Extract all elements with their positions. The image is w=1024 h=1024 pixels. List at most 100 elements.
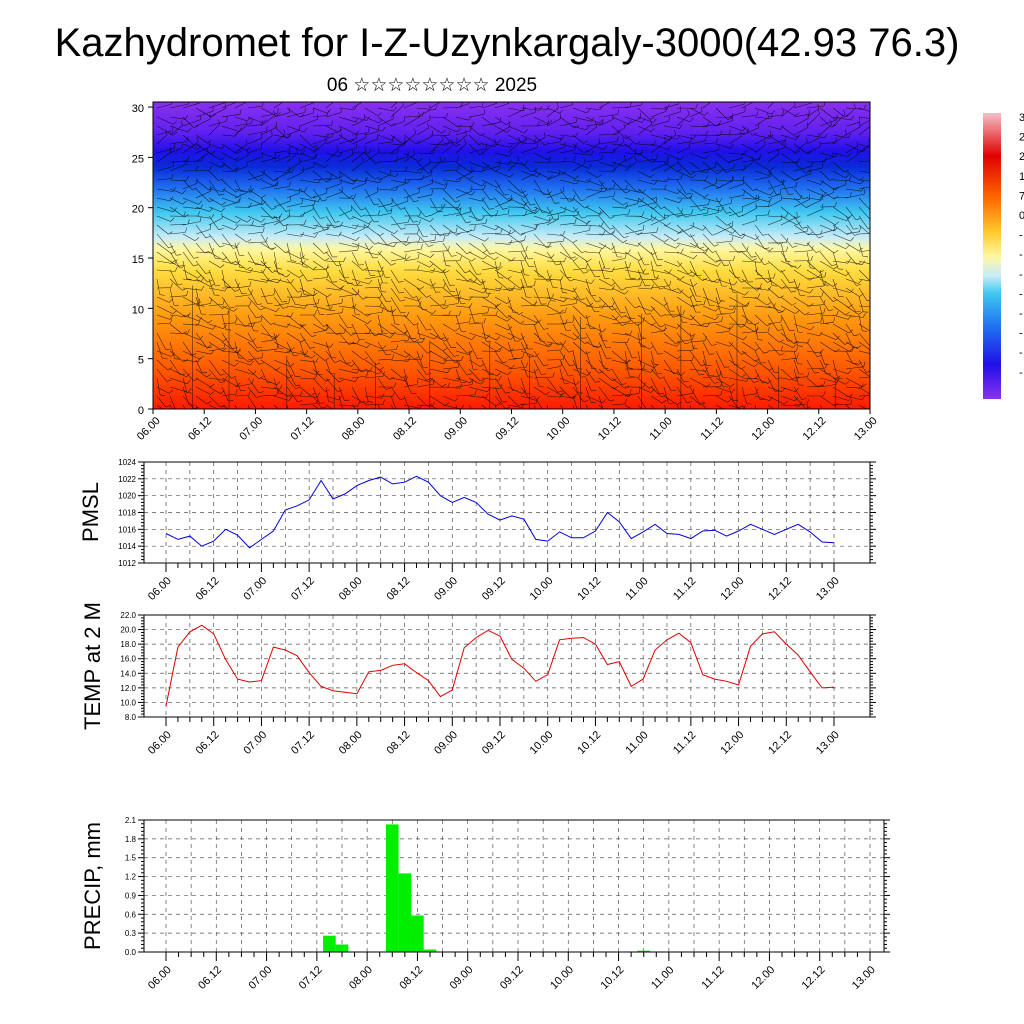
x-tick-label: 08.00 [340, 415, 368, 443]
temp-x-axis: 06.00 06.12 07.00 07.12 08.00 08.12 09.00 09.12… [146, 717, 842, 757]
y-tick-label: 12.0 [120, 684, 136, 693]
x-tick-label: 11.12 [671, 575, 698, 602]
x-tick-label: 08.12 [397, 964, 425, 992]
y-tick-label: 0.6 [125, 910, 137, 919]
temp-grid [144, 614, 870, 718]
x-tick-label: 11.00 [623, 575, 650, 602]
colorbar-labels: 3 2 2 1 7 0 - - - - - - - - [1019, 112, 1024, 379]
colorbar-label: 3 [1019, 112, 1024, 124]
y-tick-label: 1018 [118, 509, 136, 518]
precip-grid [144, 819, 884, 953]
x-tick-label: 10.12 [575, 729, 603, 757]
profile-y-axis: 0 5 10 15 20 25 30 [132, 103, 153, 417]
x-tick-label: 11.00 [647, 415, 674, 442]
colorbar-label: 0 [1019, 210, 1024, 222]
colorbar-label: - [1019, 230, 1023, 242]
x-tick-label: 12.12 [800, 964, 828, 992]
x-tick-label: 07.00 [237, 415, 265, 443]
x-tick-label: 07.12 [289, 729, 317, 757]
y-tick-label: 10.0 [120, 698, 136, 707]
y-tick-label: 0.0 [125, 948, 137, 957]
x-tick-label: 12.00 [749, 964, 777, 992]
x-tick-label: 09.12 [498, 964, 526, 992]
colorbar-label: - [1019, 347, 1023, 359]
x-tick-label: 08.12 [384, 575, 412, 603]
x-tick-label: 11.12 [671, 729, 698, 756]
x-tick-label: 10.12 [575, 575, 603, 603]
y-tick-label: 22.0 [120, 611, 136, 620]
temp-panel: 8.010.012.014.016.018.020.022.0 06.00 06.… [80, 602, 876, 757]
y-tick-label: 0.3 [125, 929, 137, 938]
y-tick-label: 2.1 [125, 816, 137, 825]
y-tick-label: 1012 [118, 559, 136, 568]
y-tick-label: 10 [132, 304, 144, 316]
x-tick-label: 13.00 [814, 575, 842, 603]
x-tick-label: 12.12 [766, 575, 794, 603]
x-tick-label: 11.12 [699, 415, 726, 442]
y-tick-label: 1.8 [125, 835, 137, 844]
colorbar-label: - [1019, 249, 1023, 261]
x-tick-label: 10.00 [528, 729, 556, 757]
x-tick-label: 12.00 [749, 415, 777, 443]
x-tick-label: 09.00 [448, 964, 476, 992]
x-tick-label: 07.00 [241, 575, 269, 603]
x-tick-label: 09.00 [432, 575, 460, 603]
y-tick-label: 14.0 [120, 669, 136, 678]
x-tick-label: 06.00 [146, 964, 174, 992]
temp-ylabel: TEMP at 2 M [80, 602, 105, 730]
x-tick-label: 10.00 [548, 964, 576, 992]
y-tick-label: 8.0 [125, 713, 137, 722]
x-tick-label: 06.12 [186, 415, 214, 443]
colorbar-label: - [1019, 288, 1023, 300]
colorbar-label: 2 [1019, 132, 1024, 144]
precip-bar [411, 915, 424, 952]
y-tick-label: 0 [138, 405, 144, 417]
x-tick-label: 07.00 [241, 729, 269, 757]
x-tick-label: 12.00 [718, 729, 746, 757]
x-tick-label: 06.12 [194, 729, 222, 757]
profile-x-axis: 06.00 06.12 07.00 07.12 08.00 08.12 09.00 09.12… [135, 409, 880, 443]
x-tick-label: 09.12 [493, 415, 521, 443]
colorbar-label: 2 [1019, 151, 1024, 163]
precip-bars [323, 824, 650, 952]
x-tick-label: 09.12 [480, 729, 508, 757]
colorbar: 3 2 2 1 7 0 - - - - - - - - [983, 112, 1024, 399]
temp-y-axis: 8.0 10.0 12.0 14.0 16.0 18.0 20.0 22.0 [120, 611, 876, 722]
x-tick-label: 11.00 [623, 729, 650, 756]
y-tick-label: 1020 [118, 492, 136, 501]
y-tick-label: 1.5 [125, 854, 137, 863]
colorbar-bar [983, 113, 1001, 399]
temp-series-line [165, 624, 835, 707]
y-tick-label: 20 [132, 204, 144, 216]
x-tick-label: 10.12 [596, 415, 624, 443]
x-tick-label: 08.12 [391, 415, 419, 443]
precip-bar [335, 944, 349, 952]
x-tick-label: 13.00 [850, 964, 878, 992]
x-tick-label: 10.00 [545, 415, 573, 443]
x-tick-label: 10.00 [528, 575, 556, 603]
precip-bar [398, 873, 412, 952]
figure-subtitle: 06 ☆☆☆☆☆☆☆☆ 2025 [327, 75, 537, 96]
figure-title: Kazhydromet for I-Z-Uzynkargaly-3000(42.… [55, 21, 960, 65]
colorbar-label: - [1019, 367, 1023, 379]
y-tick-label: 1014 [118, 542, 136, 551]
precip-x-axis: 06.00 06.12 07.00 07.12 08.00 08.12 09.00 09.12… [146, 952, 878, 992]
y-tick-label: 18.0 [120, 640, 136, 649]
y-tick-label: 1022 [118, 475, 136, 484]
y-tick-label: 5 [138, 355, 144, 367]
pmsl-ylabel: PMSL [78, 482, 103, 542]
x-tick-label: 08.12 [384, 729, 412, 757]
x-tick-label: 09.12 [480, 575, 508, 603]
x-tick-label: 07.12 [297, 964, 325, 992]
x-tick-label: 12.12 [801, 415, 829, 443]
colorbar-label: - [1019, 308, 1023, 320]
x-tick-label: 11.12 [699, 964, 726, 991]
colorbar-label: - [1019, 269, 1023, 281]
precip-panel: 0.0 0.3 0.6 0.9 1.2 1.5 1.8 2.1 06.00 06.12 07.00… [80, 816, 890, 992]
y-tick-label: 0.9 [125, 891, 137, 900]
colorbar-label: 1 [1019, 171, 1024, 183]
y-tick-label: 25 [132, 153, 144, 165]
colorbar-label: - [1019, 328, 1023, 340]
colorbar-label: 7 [1019, 190, 1024, 202]
